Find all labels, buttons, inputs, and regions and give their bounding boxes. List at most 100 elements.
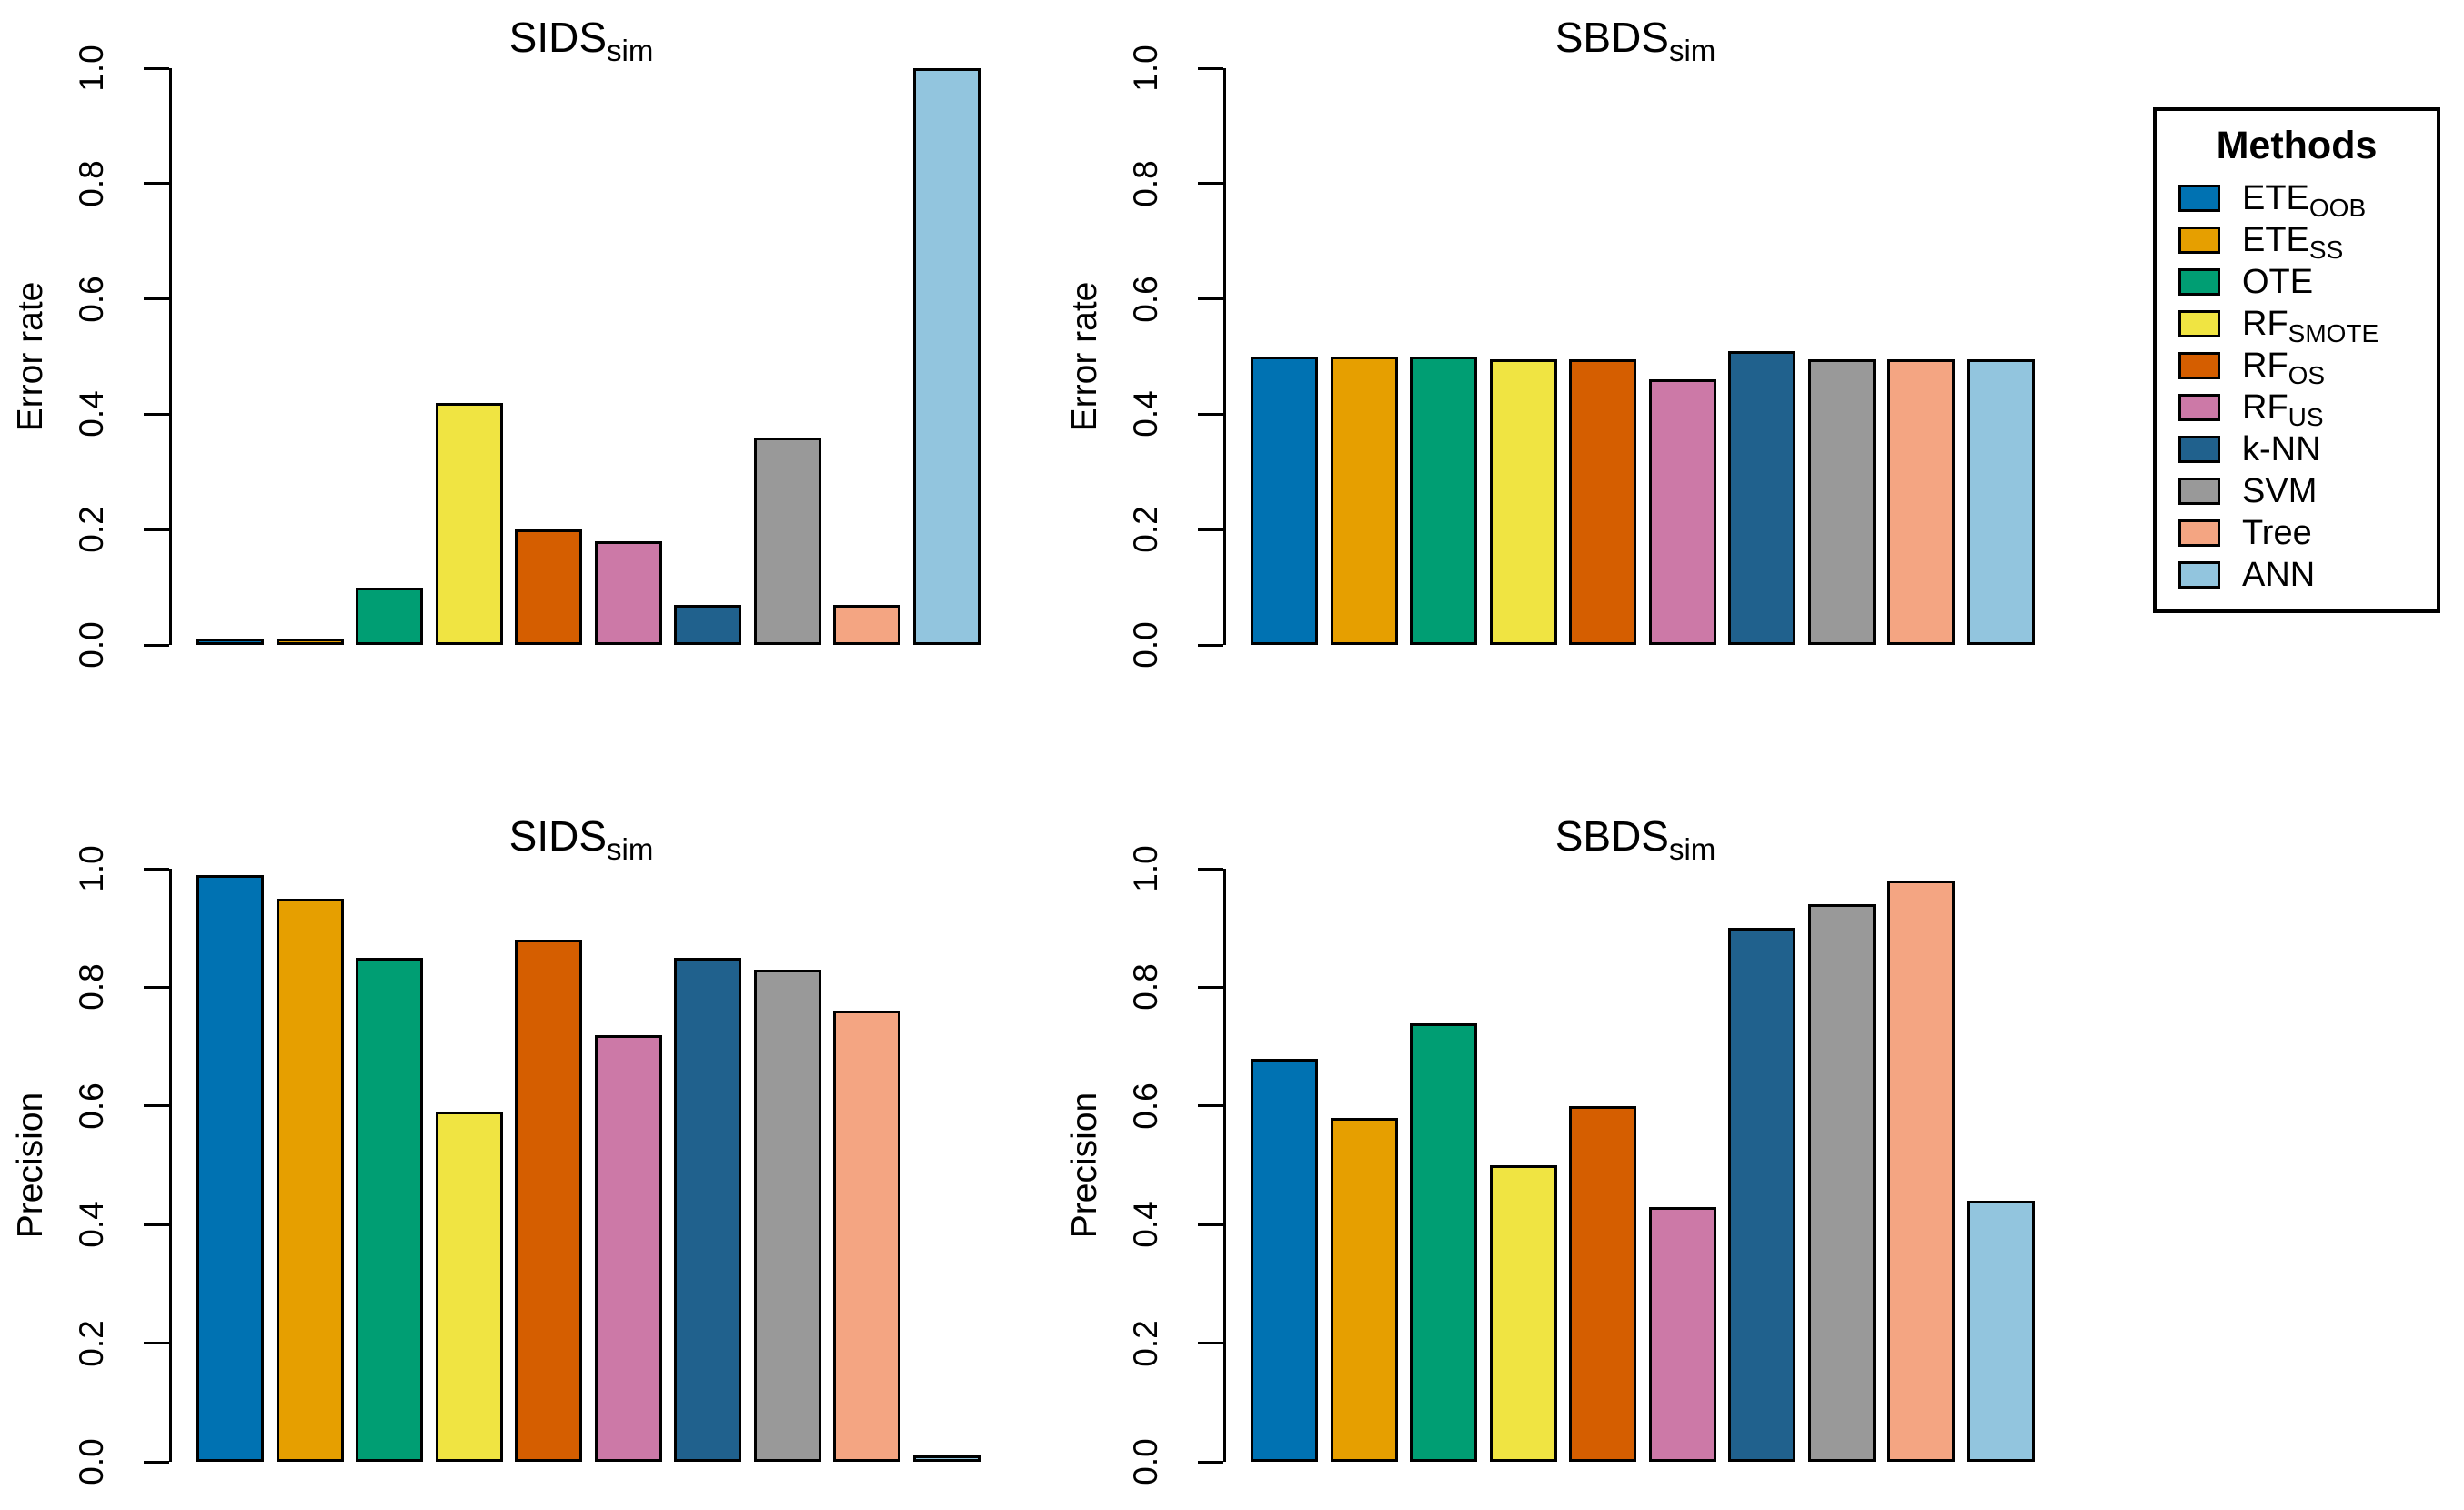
bar-ETE_SS: [276, 899, 344, 1462]
panel-title-error-sids: SIDSsim: [169, 13, 993, 65]
bar-RF_SMOTE: [1489, 359, 1557, 645]
legend-swatch-OTE: [2178, 268, 2220, 296]
legend-label-OTE: OTE: [2242, 262, 2314, 301]
y-axis-tick-mark: [144, 643, 169, 647]
bar-ANN: [912, 68, 981, 645]
y-axis-tick-label: 0.0: [73, 621, 110, 669]
y-axis-tick-label: 0.0: [1127, 1438, 1164, 1485]
y-axis-tick-mark: [1198, 867, 1223, 871]
y-axis-tick-mark: [144, 182, 169, 186]
y-axis-tick-mark: [144, 412, 169, 416]
panel-title-text: SBDS: [1554, 812, 1669, 860]
panel-title-subscript: sim: [607, 832, 654, 866]
y-axis-tick-label: 0.4: [73, 1201, 110, 1248]
legend-title: Methods: [2216, 124, 2378, 167]
legend-label-ETE_SS: ETESS: [2242, 220, 2344, 264]
bar-OTE: [356, 958, 423, 1462]
y-axis-tick-label: 0.6: [73, 1082, 110, 1130]
y-axis-title-precision-sids: Precision: [11, 1092, 50, 1239]
y-axis-tick-mark: [1198, 1460, 1223, 1464]
legend-label-k-NN: k-NN: [2242, 429, 2321, 468]
bar-RF_OS: [1569, 359, 1636, 645]
y-axis-tick-mark: [144, 1223, 169, 1226]
plot-area-precision-sbds: 0.0 0.2 0.4 0.6 0.8 1.0: [1127, 845, 2050, 1485]
panel-title-text: SBDS: [1554, 14, 1669, 61]
legend-label-RF_US: RFUS: [2242, 388, 2324, 431]
legend-item-ETE_SS: ETESS: [2178, 219, 2437, 264]
y-axis-tick-mark: [144, 985, 169, 989]
legend-item-Tree: Tree: [2178, 512, 2437, 554]
bar-ANN: [1966, 359, 2035, 645]
y-axis-tick-label: 0.0: [73, 1438, 110, 1485]
y-axis-tick-label: 0.4: [73, 390, 110, 438]
y-axis-tick-mark: [1198, 182, 1223, 186]
y-axis-title-precision-sbds: Precision: [1065, 1092, 1104, 1239]
y-axis-tick-label: 1.0: [73, 45, 110, 92]
y-axis-tick-label: 0.8: [1127, 160, 1164, 207]
panel-title-subscript: sim: [1668, 832, 1716, 866]
legend-label-Tree: Tree: [2242, 513, 2312, 552]
bar-Tree: [1887, 881, 1955, 1462]
bar-SVM: [753, 970, 821, 1462]
y-axis-tick-mark: [1198, 1342, 1223, 1345]
bar-RF_SMOTE: [435, 403, 503, 645]
y-axis-tick-mark: [1198, 528, 1223, 531]
legend-item-RF_US: RFUS: [2178, 387, 2437, 431]
y-axis-tick-label: 0.2: [73, 1319, 110, 1367]
legend-box: Methods ETEOOB ETESS OTE RFSMOTE RFOS RFUS k-N…: [2153, 107, 2440, 613]
legend-label-SVM: SVM: [2242, 471, 2318, 510]
panel-title-subscript: sim: [607, 34, 654, 67]
y-axis-tick-mark: [1198, 643, 1223, 647]
panel-title-precision-sids: SIDSsim: [169, 811, 993, 864]
bar-k-NN: [1728, 928, 1795, 1462]
y-axis-tick-label: 0.2: [73, 506, 110, 553]
bar-RF_SMOTE: [435, 1112, 503, 1462]
legend-swatch-RF_OS: [2178, 352, 2220, 379]
y-axis-tick-mark: [1198, 1104, 1223, 1108]
legend-label-ETE_OOB: ETEOOB: [2242, 178, 2367, 222]
y-axis-tick-label: 0.6: [73, 275, 110, 323]
legend-item-ANN: ANN: [2178, 554, 2437, 596]
y-axis-tick-mark: [1198, 412, 1223, 416]
y-axis-tick-mark: [1198, 1223, 1223, 1226]
legend-item-OTE: OTE: [2178, 261, 2437, 303]
bar-ETE_OOB: [1251, 357, 1318, 645]
y-axis-tick-mark: [144, 528, 169, 531]
legend-item-RF_OS: RFOS: [2178, 345, 2437, 388]
panel-title-precision-sbds: SBDSsim: [1223, 811, 2047, 864]
y-axis-tick-label: 0.4: [1127, 1201, 1164, 1248]
bar-RF_OS: [1569, 1106, 1636, 1462]
legend-label-ANN: ANN: [2242, 555, 2316, 594]
y-axis-tick-mark: [144, 867, 169, 871]
legend-swatch-ETE_OOB: [2178, 185, 2220, 212]
bar-OTE: [356, 588, 423, 645]
bar-ETE_SS: [276, 639, 344, 645]
legend-item-RF_SMOTE: RFSMOTE: [2178, 303, 2437, 346]
y-axis-tick-mark: [144, 1342, 169, 1345]
bar-RF_US: [1648, 379, 1716, 645]
bar-RF_US: [1648, 1207, 1716, 1462]
legend-swatch-k-NN: [2178, 436, 2220, 463]
legend-swatch-RF_SMOTE: [2178, 310, 2220, 337]
legend-swatch-RF_US: [2178, 394, 2220, 421]
legend-swatch-ANN: [2178, 561, 2220, 589]
bar-k-NN: [674, 958, 741, 1462]
bar-ANN: [1966, 1201, 2035, 1462]
bar-ETE_SS: [1330, 357, 1398, 645]
y-axis-tick-label: 0.4: [1127, 390, 1164, 438]
bar-Tree: [1887, 359, 1955, 645]
y-axis-tick-label: 0.8: [73, 963, 110, 1012]
y-axis-tick-mark: [1198, 297, 1223, 301]
bar-SVM: [1807, 359, 1876, 645]
bar-Tree: [833, 1011, 900, 1462]
y-axis-tick-label: 1.0: [1127, 845, 1164, 892]
y-axis-tick-mark: [144, 297, 169, 301]
y-axis-tick-mark: [1198, 985, 1223, 989]
bar-RF_US: [594, 541, 662, 645]
plot-area-precision-sids: 0.0 0.2 0.4 0.6 0.8 1.0: [73, 845, 996, 1485]
y-axis-tick-mark: [144, 1460, 169, 1464]
bar-Tree: [833, 605, 900, 645]
bar-OTE: [1410, 357, 1477, 645]
y-axis-tick-label: 0.2: [1127, 1319, 1164, 1367]
